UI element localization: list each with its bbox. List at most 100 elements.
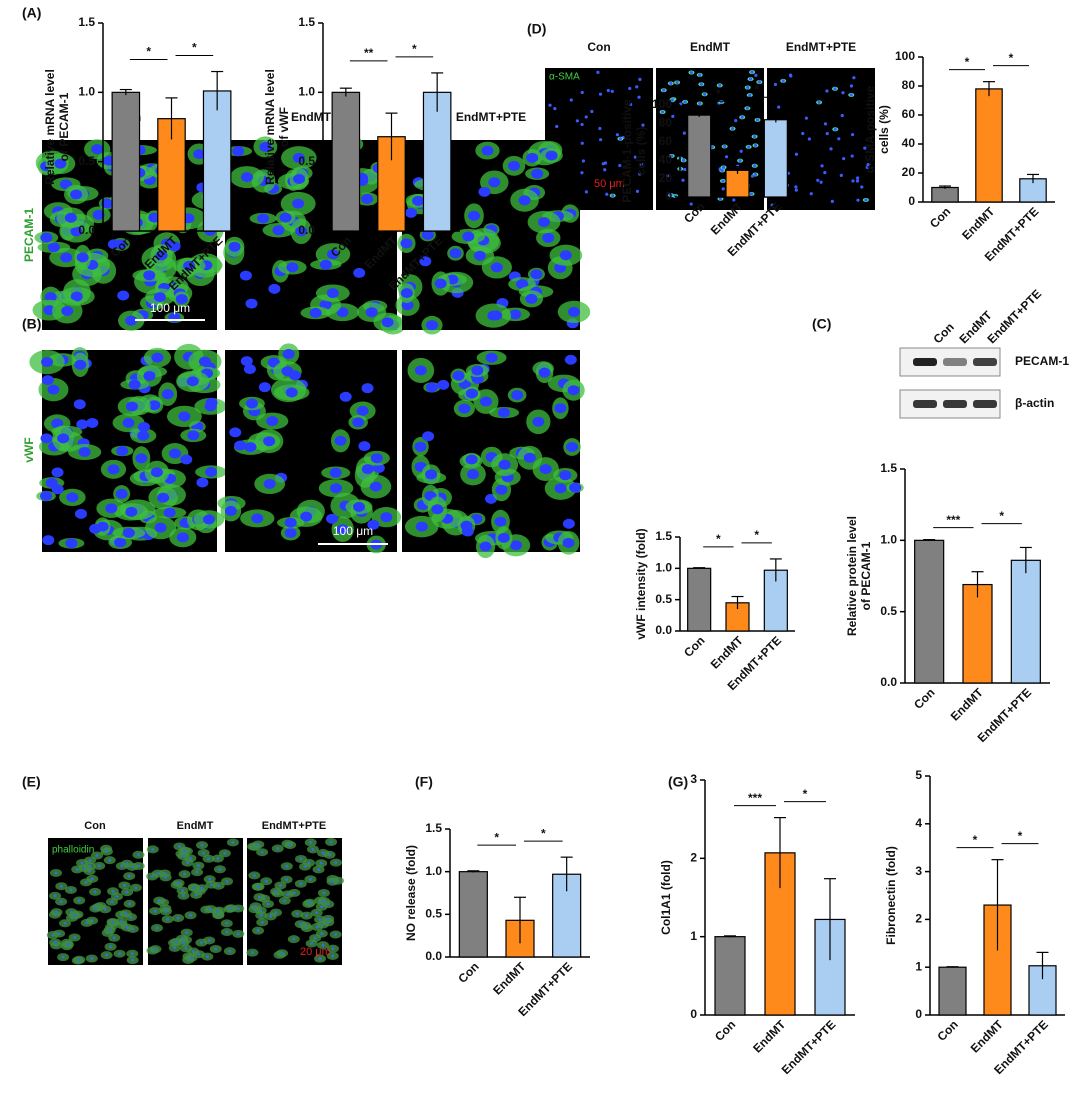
nucleus bbox=[111, 889, 115, 893]
x-tick-label: EndMT bbox=[490, 959, 529, 998]
nucleus bbox=[89, 523, 102, 534]
bar bbox=[962, 583, 993, 684]
nucleus bbox=[610, 89, 614, 93]
nucleus bbox=[334, 933, 338, 937]
nucleus bbox=[164, 875, 168, 879]
nucleus bbox=[326, 513, 339, 524]
nucleus bbox=[584, 115, 588, 119]
nucleus bbox=[319, 861, 323, 865]
nucleus bbox=[566, 442, 579, 453]
nucleus bbox=[320, 932, 324, 936]
y-axis-label: of vWF bbox=[277, 107, 291, 147]
nucleus bbox=[292, 891, 296, 895]
nucleus bbox=[215, 910, 219, 914]
significance-label: * bbox=[803, 787, 808, 801]
y-tick-label: 0.5 bbox=[298, 154, 315, 168]
nucleus bbox=[526, 152, 539, 163]
nucleus bbox=[339, 391, 352, 402]
y-tick-label: 0.0 bbox=[880, 675, 897, 689]
nucleus bbox=[137, 430, 150, 441]
nucleus bbox=[352, 501, 365, 512]
stain-label: α-SMA bbox=[549, 72, 580, 83]
y-tick-label: 4 bbox=[915, 816, 922, 830]
nucleus bbox=[425, 320, 438, 331]
nucleus bbox=[361, 194, 374, 205]
nucleus bbox=[250, 951, 254, 955]
y-tick-label: 1.0 bbox=[880, 533, 897, 547]
nucleus bbox=[263, 478, 276, 489]
y-tick-label: 0 bbox=[915, 1007, 922, 1021]
y-axis-label: Relative protein level bbox=[845, 516, 859, 636]
nucleus bbox=[122, 417, 135, 428]
nucleus bbox=[90, 956, 94, 960]
y-tick-label: 1 bbox=[690, 929, 697, 943]
bar bbox=[687, 567, 712, 632]
nucleus bbox=[134, 886, 138, 890]
nucleus bbox=[618, 163, 622, 168]
nucleus bbox=[452, 370, 465, 381]
panel-label: (F) bbox=[415, 774, 433, 790]
nucleus bbox=[721, 165, 726, 169]
y-tick-label: 100 bbox=[895, 49, 915, 63]
nucleus bbox=[176, 532, 189, 543]
lane-label: Con bbox=[930, 320, 956, 346]
nucleus bbox=[65, 538, 78, 549]
nucleus bbox=[724, 155, 729, 159]
nucleus bbox=[224, 505, 237, 516]
nucleus bbox=[318, 957, 322, 961]
nucleus bbox=[207, 938, 211, 942]
nucleus bbox=[264, 879, 268, 883]
nucleus bbox=[60, 252, 73, 263]
nucleus bbox=[863, 146, 867, 150]
nucleus bbox=[309, 840, 313, 844]
nucleus bbox=[856, 198, 860, 202]
nucleus bbox=[155, 926, 159, 930]
nucleus bbox=[665, 173, 670, 178]
nucleus bbox=[73, 914, 77, 918]
nucleus bbox=[41, 357, 54, 368]
nucleus bbox=[41, 375, 54, 386]
nucleus bbox=[833, 127, 837, 131]
nucleus bbox=[174, 940, 178, 944]
nucleus bbox=[310, 941, 314, 945]
nucleus bbox=[225, 930, 229, 934]
nucleus bbox=[555, 124, 559, 129]
y-axis-label: Relative mRNA level bbox=[43, 69, 57, 185]
y-tick-label: 1.0 bbox=[78, 85, 95, 99]
nucleus bbox=[773, 82, 778, 87]
nucleus bbox=[229, 427, 242, 438]
nucleus bbox=[837, 137, 841, 141]
nucleus bbox=[559, 470, 572, 481]
y-tick-label: 80 bbox=[659, 116, 673, 130]
nucleus bbox=[365, 307, 378, 318]
significance-label: * bbox=[494, 830, 499, 844]
nucleus bbox=[282, 349, 295, 360]
y-tick-label: 0.5 bbox=[880, 604, 897, 618]
nucleus bbox=[61, 305, 74, 316]
nucleus bbox=[59, 900, 63, 904]
nucleus bbox=[256, 842, 260, 846]
nucleus bbox=[864, 198, 868, 202]
nucleus bbox=[326, 249, 339, 260]
nucleus bbox=[300, 511, 313, 522]
nucleus bbox=[157, 492, 170, 503]
nucleus bbox=[590, 109, 594, 114]
image-header: EndMT+PTE bbox=[456, 110, 526, 124]
y-tick-label: 40 bbox=[659, 152, 673, 166]
nucleus bbox=[266, 416, 279, 427]
y-tick-label: 1 bbox=[915, 959, 922, 973]
nucleus bbox=[554, 403, 567, 414]
nucleus bbox=[119, 920, 123, 924]
nucleus bbox=[157, 899, 161, 903]
nucleus bbox=[569, 482, 582, 493]
nucleus bbox=[244, 442, 257, 453]
nucleus bbox=[580, 171, 584, 175]
nucleus bbox=[381, 317, 394, 328]
y-axis-label: vWF intensity (fold) bbox=[634, 528, 648, 639]
nucleus bbox=[76, 252, 89, 263]
nucleus bbox=[260, 920, 264, 924]
nucleus bbox=[598, 92, 603, 96]
nucleus bbox=[305, 914, 309, 918]
nucleus bbox=[105, 953, 109, 957]
significance-label: * bbox=[754, 82, 759, 96]
